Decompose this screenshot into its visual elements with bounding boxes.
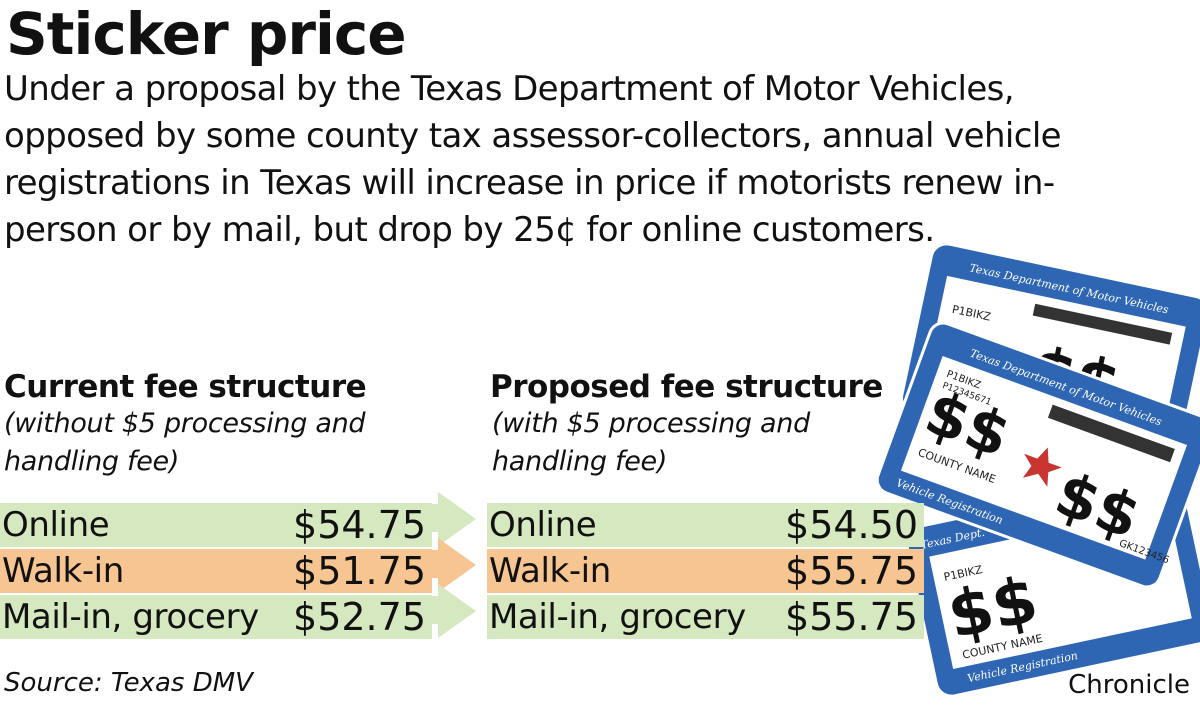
fee-row-amount: $55.75 (785, 549, 918, 593)
page-title: Sticker price (6, 0, 407, 68)
fee-row-amount: $54.75 (293, 503, 426, 547)
proposed-fee-subheading: (with $5 processing and handling fee) (492, 408, 810, 477)
current-fee-heading: Current fee structure (4, 369, 367, 405)
proposed-fee-row: Online $54.50 (487, 503, 924, 547)
lede-text: Under a proposal by the Texas Department… (4, 69, 1062, 250)
sticker-bottom-dollar: $$ (942, 563, 1045, 654)
proposed-fee-row: Mail-in, grocery $55.75 (487, 595, 924, 639)
credit-label: Chronicle (1068, 670, 1190, 700)
current-fee-subheading: (without $5 processing and handling fee) (4, 408, 366, 477)
fee-row-label: Walk-in (2, 551, 124, 591)
proposed-fee-heading: Proposed fee structure (490, 369, 883, 405)
fee-row-amount: $52.75 (293, 595, 426, 639)
fee-row-label: Walk-in (489, 551, 611, 591)
current-fee-row: Mail-in, grocery $52.75 (0, 595, 432, 639)
fee-row-label: Online (2, 505, 110, 545)
fee-row-label: Mail-in, grocery (2, 597, 259, 637)
current-fee-row: Walk-in $51.75 (0, 549, 432, 593)
texas-star-icon (1022, 447, 1062, 487)
fee-row-label: Online (489, 505, 597, 545)
arrow-mail (430, 584, 476, 638)
current-fee-row: Online $54.75 (0, 503, 432, 547)
fee-row-amount: $55.75 (785, 595, 918, 639)
proposed-fee-row: Walk-in $55.75 (487, 549, 924, 593)
sticker-front: Texas Department of Motor Vehicles P1BIK… (875, 321, 1200, 589)
arrow-online (430, 492, 476, 546)
fee-row-label: Mail-in, grocery (489, 597, 746, 637)
fee-arrows (430, 492, 476, 638)
source-note: Source: Texas DMV (4, 668, 253, 698)
fee-row-amount: $51.75 (293, 549, 426, 593)
arrow-walkin (430, 538, 476, 592)
fee-row-amount: $54.50 (785, 503, 918, 547)
